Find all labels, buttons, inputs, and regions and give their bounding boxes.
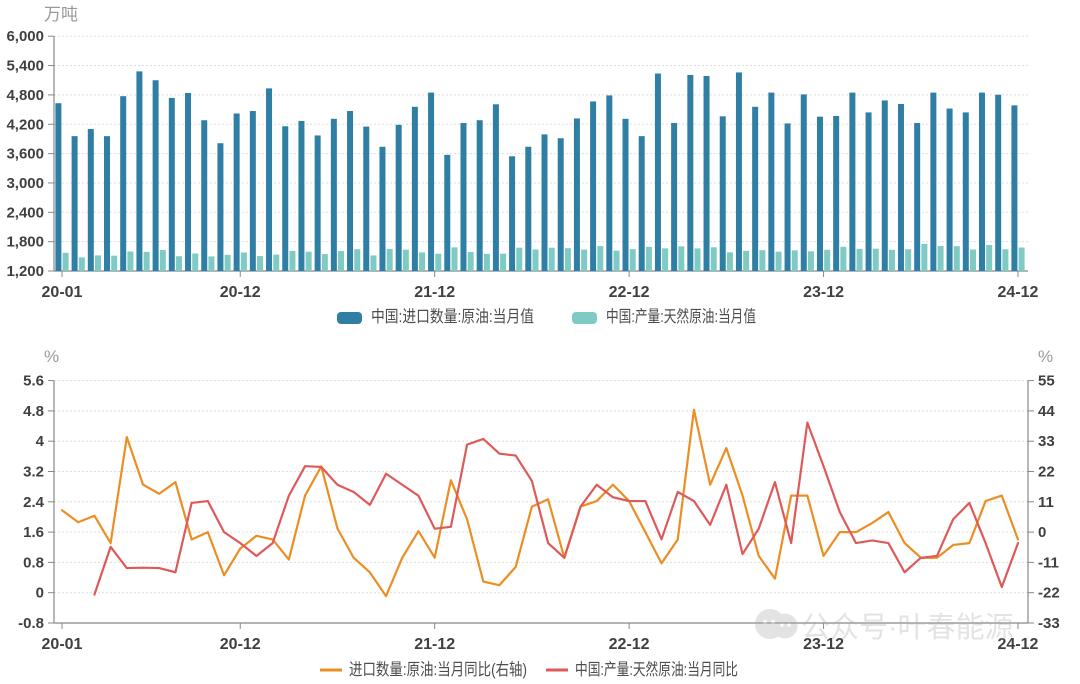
svg-text:4,200: 4,200 — [6, 116, 44, 133]
svg-text:2,400: 2,400 — [6, 204, 44, 221]
svg-text:33: 33 — [1038, 433, 1055, 450]
svg-text:3,000: 3,000 — [6, 175, 44, 192]
svg-text:%: % — [44, 347, 59, 366]
svg-text:中国:产量:天然原油:当月值: 中国:产量:天然原油:当月值 — [606, 307, 756, 326]
svg-text:4: 4 — [36, 433, 45, 450]
svg-text:20-01: 20-01 — [42, 636, 83, 653]
svg-text:0: 0 — [1038, 524, 1046, 541]
svg-text:万吨: 万吨 — [44, 5, 78, 24]
svg-text:20-01: 20-01 — [42, 284, 83, 301]
svg-text:中国:进口数量:原油:当月值: 中国:进口数量:原油:当月值 — [371, 307, 534, 326]
svg-text:24-12: 24-12 — [998, 284, 1039, 301]
svg-text:23-12: 23-12 — [803, 284, 844, 301]
svg-text:4,800: 4,800 — [6, 87, 44, 104]
svg-text:-22: -22 — [1038, 585, 1060, 602]
svg-text:进口数量:原油:当月同比(右轴): 进口数量:原油:当月同比(右轴) — [349, 660, 527, 679]
svg-text:22-12: 22-12 — [609, 636, 650, 653]
svg-text:1.6: 1.6 — [23, 524, 44, 541]
svg-text:1,200: 1,200 — [6, 263, 44, 280]
svg-text:21-12: 21-12 — [414, 636, 455, 653]
svg-text:20-12: 20-12 — [220, 284, 261, 301]
svg-text:-11: -11 — [1038, 554, 1059, 571]
svg-text:11: 11 — [1038, 494, 1054, 511]
svg-text:22: 22 — [1038, 464, 1055, 481]
svg-text:-0.8: -0.8 — [18, 615, 44, 632]
svg-text:3.2: 3.2 — [23, 464, 44, 481]
svg-text:6,000: 6,000 — [6, 28, 44, 45]
svg-text:44: 44 — [1038, 403, 1055, 420]
svg-text:22-12: 22-12 — [609, 284, 650, 301]
svg-text:%: % — [1038, 347, 1053, 366]
svg-text:-33: -33 — [1038, 615, 1060, 632]
svg-text:4.8: 4.8 — [23, 403, 44, 420]
svg-text:1,800: 1,800 — [6, 234, 44, 251]
svg-text:21-12: 21-12 — [414, 284, 455, 301]
svg-text:公众号·叶春能源: 公众号·叶春能源 — [801, 611, 1014, 644]
svg-text:2.4: 2.4 — [23, 494, 45, 511]
svg-text:3,600: 3,600 — [6, 146, 44, 163]
svg-text:5,400: 5,400 — [6, 58, 44, 75]
svg-text:5.6: 5.6 — [23, 373, 44, 390]
svg-text:20-12: 20-12 — [220, 636, 261, 653]
svg-text:0: 0 — [36, 585, 44, 602]
svg-text:55: 55 — [1038, 373, 1055, 390]
svg-text:中国:产量:天然原油:当月同比: 中国:产量:天然原油:当月同比 — [575, 660, 738, 679]
svg-text:0.8: 0.8 — [23, 554, 44, 571]
